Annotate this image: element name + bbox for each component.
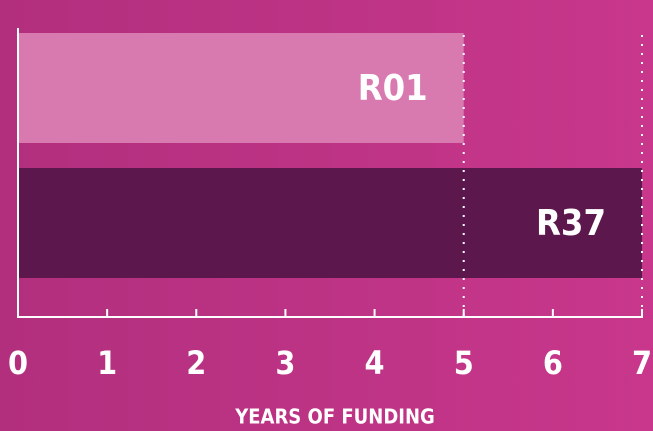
x-tick-label: 1: [97, 344, 117, 382]
x-tick-label: 0: [8, 344, 28, 382]
x-tick-label: 6: [543, 344, 563, 382]
bar: [18, 168, 642, 278]
x-tick-label: 5: [454, 344, 474, 382]
x-tick-label: 4: [365, 344, 385, 382]
x-tick-label: 2: [186, 344, 206, 382]
x-axis-title: YEARS OF FUNDING: [234, 405, 435, 429]
x-tick-label: 3: [275, 344, 295, 382]
bar-label: R37: [536, 203, 606, 244]
bar: [18, 33, 464, 143]
x-tick-label: 7: [632, 344, 652, 382]
bar-label: R01: [358, 68, 428, 109]
